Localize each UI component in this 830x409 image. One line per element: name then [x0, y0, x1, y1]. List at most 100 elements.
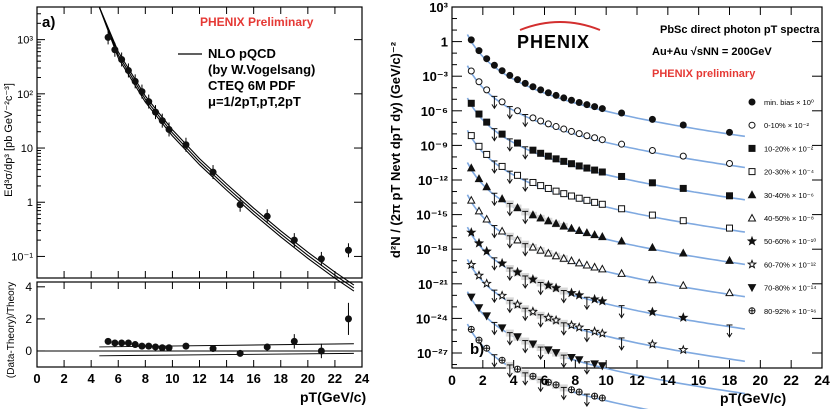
- marker-circle: [583, 101, 591, 109]
- ratio-ylabel: (Data-Theory)/Theory: [6, 282, 17, 378]
- y-tick-label: 1: [27, 197, 33, 209]
- marker-triangle: [551, 251, 561, 260]
- upper-limit-arrow: [522, 179, 529, 193]
- marker-circle: [467, 36, 475, 44]
- data-point: [131, 77, 139, 85]
- x-tick-label: 4: [88, 371, 96, 386]
- panel-b-ylabel: d²N / (2π pT Nevt dpT dy) (GeV/c)⁻²: [388, 41, 403, 258]
- marker-square: [537, 149, 545, 157]
- marker-star: [543, 279, 554, 290]
- upper-limit-arrow: [506, 364, 513, 378]
- marker-star: [481, 245, 492, 256]
- scale-band-lower: [99, 352, 354, 357]
- marker-circle: [567, 96, 575, 104]
- marker-circle: [483, 55, 491, 63]
- upper-limit-arrow: [522, 114, 529, 128]
- data-point: [158, 117, 166, 125]
- marker-star: [551, 282, 562, 293]
- marker-square: [575, 162, 583, 170]
- marker-cross: [529, 373, 536, 380]
- data-points: [104, 30, 352, 266]
- spectra-y-tick-label: 10⁻¹⁸: [416, 242, 448, 257]
- marker-square: [726, 192, 733, 200]
- marker-square: [544, 184, 552, 192]
- marker-cross: [591, 393, 598, 400]
- ratio-point: [151, 343, 159, 351]
- marker-star: [473, 270, 485, 280]
- panel-b-label: b): [470, 341, 484, 358]
- upper-limit-arrow: [491, 290, 498, 304]
- marker-triangle-down: [528, 340, 538, 349]
- marker-star: [496, 290, 508, 300]
- marker-triangle: [528, 242, 538, 251]
- data-point: [290, 236, 298, 244]
- marker-circle: [475, 47, 483, 55]
- legend-line-3: CTEQ 6M PDF: [208, 78, 295, 93]
- marker-triangle-down: [567, 353, 576, 363]
- upper-limit-arrow: [506, 203, 513, 217]
- x-tick-label: 10: [165, 371, 179, 386]
- marker-star: [566, 319, 577, 330]
- upper-limit-arrow: [537, 282, 544, 296]
- marker-star: [466, 227, 477, 237]
- marker-triangle: [559, 221, 569, 230]
- x-tick-label: 24: [355, 371, 370, 386]
- upper-limit-arrow: [583, 361, 590, 375]
- ratio-points: [104, 302, 352, 359]
- spectra-x-tick-label: 12: [629, 372, 645, 388]
- marker-circle: [529, 114, 537, 122]
- ratio-frame: [36, 281, 363, 368]
- spectra-x-tick-label: 24: [814, 372, 830, 388]
- x-tick-label: 0: [33, 371, 40, 386]
- marker-triangle: [597, 232, 607, 241]
- fit-curves: [466, 34, 746, 409]
- marker-star: [481, 278, 492, 288]
- marker-triangle: [536, 213, 545, 222]
- spectra-x-tick-label: 16: [691, 372, 707, 388]
- marker-star: [746, 259, 758, 269]
- marker-star: [566, 287, 577, 298]
- upper-limit-arrow: [522, 340, 529, 354]
- upper-limit-arrow: [522, 275, 529, 289]
- upper-limit-arrow: [522, 146, 529, 160]
- data-point: [111, 46, 119, 54]
- marker-star: [746, 235, 758, 246]
- upper-limit-arrow: [491, 257, 498, 271]
- marker-square: [552, 187, 560, 195]
- ratio-point: [182, 342, 190, 350]
- marker-circle: [748, 98, 756, 106]
- y-tick-label: 10²: [17, 89, 33, 101]
- panel-a-top: 10⁻¹ 1 10 10² 10³ a) PHENIX Preliminary NLO …: [3, 6, 363, 292]
- ratio-x-ticks: 0 2 4 6 8 10 12 14 16 18 20 22 24: [33, 282, 370, 386]
- marker-triangle: [678, 248, 688, 257]
- spectra-y-tick-label: 10⁻¹⁵: [416, 208, 448, 223]
- ratio-point: [158, 344, 166, 352]
- marker-triangle: [574, 225, 584, 235]
- spectra-x-ticks: 0 2 4 6 8 10 12 14 16 18 20 22 24: [448, 7, 830, 388]
- marker-triangle: [725, 255, 734, 264]
- panel-b-title: PbSc direct photon pT spectra: [660, 24, 820, 36]
- marker-star: [597, 295, 608, 306]
- ratio-point: [165, 344, 173, 352]
- marker-circle: [544, 89, 552, 97]
- spectra-x-tick-label: 18: [722, 372, 738, 388]
- marker-square: [498, 162, 506, 170]
- marker-circle: [544, 120, 552, 128]
- marker-circle: [575, 130, 583, 138]
- marker-square: [575, 194, 583, 202]
- marker-square: [467, 132, 475, 140]
- marker-circle: [726, 160, 733, 168]
- x-tick-label: 16: [246, 371, 260, 386]
- marker-square: [618, 205, 626, 213]
- marker-circle: [552, 123, 560, 131]
- marker-square: [567, 160, 575, 168]
- legend-entry: 50-60% × 10⁻¹⁰: [764, 237, 816, 246]
- panel-b-note: PHENIX preliminary: [652, 68, 756, 80]
- ratio-y-tick-label: 0: [25, 344, 32, 358]
- legend-line-2: (by W.Vogelsang): [208, 62, 315, 77]
- legend-entry: 70-80% × 10⁻¹⁴: [764, 284, 816, 293]
- upper-limit-arrow: [491, 225, 498, 239]
- marker-triangle: [574, 258, 584, 267]
- upper-limit-arrow: [583, 297, 590, 311]
- marker-square: [529, 178, 537, 186]
